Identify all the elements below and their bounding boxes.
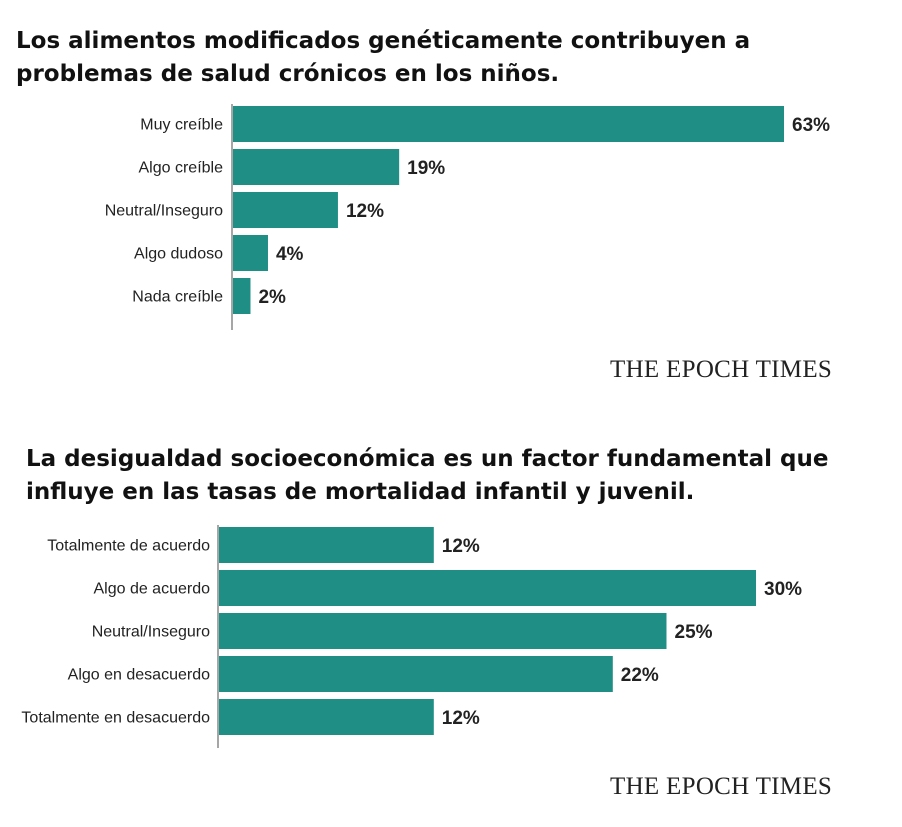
- bar: [233, 235, 268, 271]
- category-label: Algo de acuerdo: [93, 581, 210, 598]
- category-label: Algo creíble: [139, 160, 224, 177]
- category-label: Totalmente de acuerdo: [47, 538, 210, 555]
- category-label: Muy creíble: [140, 117, 223, 134]
- category-label: Neutral/Inseguro: [105, 203, 223, 220]
- category-label: Totalmente en desacuerdo: [21, 710, 210, 727]
- bar: [233, 192, 338, 228]
- value-label: 12%: [442, 536, 480, 557]
- bar: [219, 527, 434, 563]
- category-label: Nada creíble: [132, 289, 223, 306]
- bar: [219, 613, 667, 649]
- bar-chart-gmo: Muy creíble 63% Algo creíble 19% Neutral/Ins…: [105, 104, 830, 330]
- value-label: 12%: [346, 201, 384, 222]
- value-label: 4%: [276, 244, 304, 265]
- category-label: Algo en desacuerdo: [68, 667, 210, 684]
- value-label: 2%: [258, 287, 286, 308]
- value-label: 63%: [792, 115, 830, 136]
- value-label: 22%: [621, 665, 659, 686]
- category-label: Neutral/Inseguro: [92, 624, 210, 641]
- epoch-times-logo: THE EPOCH TIMES: [610, 356, 833, 383]
- value-label: 19%: [407, 158, 445, 179]
- bar: [233, 106, 784, 142]
- bar: [219, 570, 756, 606]
- epoch-times-logo: THE EPOCH TIMES: [610, 773, 833, 800]
- bar: [219, 699, 434, 735]
- value-label: 25%: [675, 622, 713, 643]
- value-label: 30%: [764, 579, 802, 600]
- chart-title-inequality: La desigualdad socioeconómica es un fact…: [26, 446, 829, 505]
- category-label: Algo dudoso: [134, 246, 223, 263]
- bar: [219, 656, 613, 692]
- value-label: 12%: [442, 708, 480, 729]
- chart-title-gmo: Los alimentos modificados genéticamente …: [16, 28, 751, 87]
- bar: [233, 278, 251, 314]
- bar: [233, 149, 400, 185]
- bar-chart-inequality: Totalmente de acuerdo 12% Algo de acuerdo 3…: [21, 525, 802, 748]
